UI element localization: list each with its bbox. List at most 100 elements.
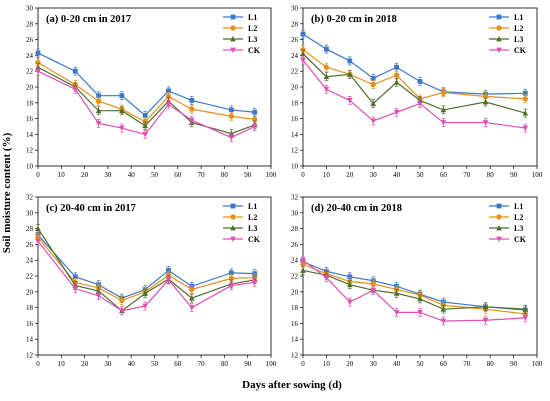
panel-c-point-L3 — [188, 295, 195, 301]
panel-a-y-tick-label: 28 — [26, 20, 34, 28]
panel-d-point-L3 — [347, 281, 353, 288]
panel-d-y-tick-label: 30 — [291, 209, 299, 217]
panel-a-x-tick-label: 10 — [58, 171, 66, 179]
panel-c-y-tick-label: 26 — [26, 241, 34, 249]
panel-d-point-CK — [323, 275, 330, 281]
panel-a-x-tick-label: 0 — [36, 171, 40, 179]
panel-b-point-CK — [370, 118, 376, 124]
panel-c-x-tick-label: 50 — [151, 360, 159, 368]
panel-c-point-CK — [228, 283, 235, 289]
panel-b-x-tick-label: 50 — [417, 171, 425, 179]
panel-a-legend-marker-L2 — [230, 25, 236, 31]
panel-b-legend-marker-L1 — [496, 14, 502, 20]
panel-b-point-L3 — [393, 79, 400, 85]
panel-c-x-tick-label: 70 — [198, 360, 206, 368]
panel-c-point-CK — [251, 279, 258, 286]
panel-d-x-tick-label: 10 — [323, 360, 331, 368]
panel-c-y-tick-label: 18 — [26, 304, 34, 312]
panel-b-legend-marker-CK — [496, 47, 502, 53]
panel-d: 0 10 20 30 40 50 60 70 80 90 100 12 14 16 18 20 22 24 26 28… — [291, 194, 543, 369]
panel-c-x-tick-label: 0 — [36, 360, 40, 368]
panel-b-point-L3 — [323, 73, 330, 80]
panel-c-x-tick-label: 60 — [174, 360, 182, 368]
panel-b-x-tick-label: 40 — [393, 171, 401, 179]
panel-a-y-tick-label: 18 — [26, 99, 34, 107]
panel-d-x-tick-label: 90 — [510, 360, 518, 368]
panel-b-point-CK — [347, 98, 353, 104]
panel-b: 0 10 20 30 40 50 60 70 80 90 100101214161820222426… — [291, 5, 543, 180]
panel-b-y-tick-label: 26 — [291, 36, 299, 44]
panel-d-series-line-CK — [302, 259, 526, 322]
panel-d-y-tick-label: 32 — [291, 194, 299, 202]
panel-b-y-tick-label: 28 — [291, 20, 299, 28]
panel-a-series-line-L2 — [37, 61, 255, 123]
panel-b-point-L3 — [300, 50, 306, 57]
panel-d-legend-label-L2: L2 — [514, 213, 523, 222]
panel-a-point-L3 — [119, 107, 125, 114]
panel-a-point-L1 — [72, 68, 78, 74]
panel-c-legend-label-L2: L2 — [248, 213, 257, 222]
panel-c-y-tick-label: 30 — [26, 209, 34, 217]
panel-d-point-L3 — [522, 306, 529, 312]
panel-d-y-tick-label: 14 — [291, 336, 299, 344]
panel-b-point-CK — [417, 101, 423, 107]
panel-a-legend-label-L2: L2 — [248, 24, 257, 33]
panel-b-point-L1 — [394, 64, 399, 70]
panel-b-point-L2 — [370, 81, 376, 88]
panel-a-point-L1 — [119, 93, 125, 99]
panel-b-point-L1 — [300, 31, 306, 37]
panel-d-point-CK — [370, 287, 376, 294]
panel-a-x-tick-label: 80 — [221, 171, 229, 179]
panel-a: 0 10 20 30 40 50 60 70 80 90 100101214161820222426… — [26, 5, 277, 180]
panel-d-x-tick-label: 80 — [487, 360, 495, 368]
panel-b-point-L2 — [440, 89, 447, 96]
panel-d-point-CK — [440, 318, 447, 325]
panel-c-legend-marker-L1 — [230, 203, 236, 209]
panel-c-point-L2 — [119, 297, 125, 304]
panel-b-y-tick-label: 18 — [291, 99, 299, 107]
panel-d-x-tick-label: 30 — [370, 360, 378, 368]
panel-b-x-tick-label: 30 — [370, 171, 378, 179]
panel-b-point-L1 — [522, 90, 528, 96]
panel-d-y-tick-label: 22 — [291, 273, 299, 281]
panel-a-x-tick-label: 100 — [266, 171, 277, 179]
panel-a-point-CK — [142, 132, 148, 138]
panel-c-series-line-L3 — [37, 228, 255, 312]
panel-d-legend-label-CK: CK — [514, 235, 527, 244]
panel-c-x-tick-label: 100 — [266, 360, 277, 368]
panel-b-point-L1 — [370, 75, 376, 81]
panel-a-y-tick-label: 22 — [26, 68, 34, 76]
panel-c-point-L3 — [142, 290, 148, 296]
panel-a-point-L1 — [228, 107, 234, 113]
panel-a-point-CK — [165, 101, 172, 108]
panel-b-y-tick-label: 14 — [291, 131, 299, 139]
panel-d-point-L3 — [300, 267, 306, 273]
panel-d-x-tick-label: 0 — [301, 360, 305, 368]
panel-a-y-tick-label: 10 — [26, 163, 34, 171]
panel-c-point-CK — [72, 286, 79, 292]
panel-d-y-tick-label: 20 — [291, 288, 299, 296]
panel-d-series-line-L1 — [302, 261, 526, 311]
panel-d-point-L2 — [370, 281, 376, 287]
panel-c-point-CK — [119, 308, 125, 314]
panel-a-point-L1 — [96, 93, 101, 99]
panel-c-point-L3 — [35, 225, 41, 231]
panel-d-legend-marker-L2 — [496, 214, 502, 220]
panel-a-x-tick-label: 50 — [151, 171, 159, 179]
panel-d-point-L3 — [440, 306, 447, 312]
panel-c-x-tick-label: 90 — [244, 360, 252, 368]
panel-c-legend-label-CK: CK — [248, 235, 261, 244]
panel-b-x-tick-label: 20 — [346, 171, 354, 179]
panel-d-y-tick-label: 26 — [291, 241, 299, 249]
panel-c-legend-marker-L2 — [230, 214, 236, 220]
panel-c-y-tick-label: 12 — [26, 352, 34, 360]
panel-c-y-tick-label: 20 — [26, 288, 34, 296]
panel-a-point-L2 — [35, 59, 41, 66]
panel-b-point-L1 — [347, 58, 353, 64]
panel-b-x-tick-label: 10 — [323, 171, 331, 179]
panel-b-legend-label-L1: L1 — [514, 13, 523, 22]
panel-a-point-L2 — [228, 113, 235, 119]
panel-c-point-CK — [188, 305, 195, 311]
panel-b-x-tick-label: 70 — [463, 171, 471, 179]
panel-b-legend-label-CK: CK — [514, 46, 527, 55]
